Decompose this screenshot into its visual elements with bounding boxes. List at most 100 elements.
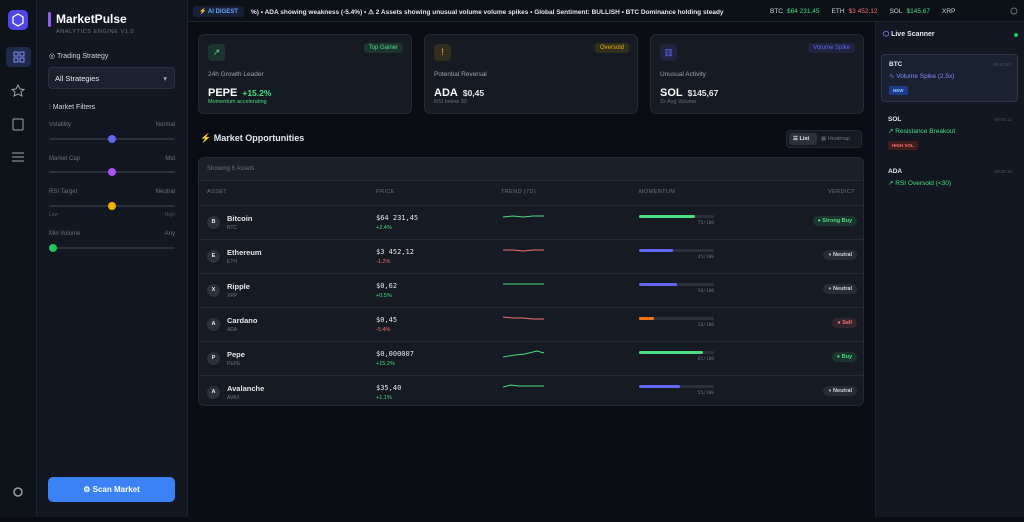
strategy-select[interactable]: All Strategies ▾ bbox=[48, 67, 175, 89]
ticker-prices: BTC $64 231,45 ETH $3 452,12 SOL $145,67 XRP bbox=[770, 8, 955, 15]
asset-name: Avalanche bbox=[227, 384, 265, 393]
asset-symbol: ETH bbox=[227, 259, 237, 265]
strategy-label-text: Trading Strategy bbox=[56, 53, 109, 60]
momentum-bar bbox=[639, 215, 696, 218]
table-top bbox=[199, 158, 863, 181]
asset-change: +0.5% bbox=[376, 293, 392, 299]
view-list[interactable]: ☰ List bbox=[789, 133, 817, 145]
column-header: ASSET bbox=[207, 189, 228, 195]
scanner-time: 09:38:10 bbox=[994, 169, 1012, 174]
view-toggle: ☰ List ▦ Heatmap bbox=[786, 130, 862, 148]
card-note: RSI below 30 bbox=[434, 99, 467, 105]
momentum-label: 85/100 bbox=[697, 357, 714, 362]
view-heatmap[interactable]: ▦ Heatmap bbox=[821, 136, 851, 142]
nav-layers[interactable] bbox=[12, 152, 24, 162]
filter-label: Market Cap bbox=[49, 156, 81, 162]
scanner-signal: ↗ Resistance Breakout bbox=[888, 127, 955, 135]
filter-value: Any bbox=[164, 231, 175, 237]
momentum-label: 50/100 bbox=[697, 289, 714, 294]
ticker-price: $3 452,12 bbox=[848, 8, 878, 15]
rail-icons bbox=[6, 10, 31, 497]
ticker-settings[interactable] bbox=[1009, 6, 1019, 16]
momentum-label: 75/100 bbox=[697, 221, 714, 226]
card-note: 2x Avg Volume bbox=[660, 99, 697, 105]
asset-price: $0,45 bbox=[376, 316, 398, 324]
signal-text: Volume Spike (2.5x) bbox=[896, 73, 955, 80]
signal-icon: ↗ bbox=[888, 128, 896, 135]
asset-symbol: BTC bbox=[227, 225, 237, 231]
asset-row[interactable]: A Avalanche AVAX $35,40 +1.1% 55/100 ● Neutral bbox=[199, 375, 863, 405]
scanner-item[interactable]: SOL 09:41:12 ↗ Resistance Breakout HIGH VOL bbox=[881, 110, 1018, 158]
nav-settings[interactable] bbox=[13, 487, 23, 497]
asset-avatar: B bbox=[207, 216, 220, 229]
scanner-symbol: BTC bbox=[889, 61, 903, 68]
verdict-dot: ● bbox=[828, 388, 834, 394]
asset-price: $0,62 bbox=[376, 282, 398, 290]
momentum-track bbox=[639, 317, 714, 320]
brand-bar bbox=[48, 12, 51, 27]
asset-row[interactable]: E Ethereum ETH $3 452,12 -1.2% 45/100 ● Neutra… bbox=[199, 239, 863, 273]
momentum-bar bbox=[639, 351, 703, 354]
asset-avatar: P bbox=[207, 352, 220, 365]
filter-slider[interactable] bbox=[49, 202, 175, 210]
scan-button[interactable]: ⚙ Scan Market bbox=[48, 477, 175, 502]
insight-card[interactable]: ↗ Top Gainer 24h Growth Leader PEPE +15.2% Mo… bbox=[198, 34, 412, 114]
scanner-title-text: Live Scanner bbox=[891, 31, 935, 38]
asset-avatar: X bbox=[207, 284, 220, 297]
filter-slider[interactable] bbox=[49, 135, 175, 143]
asset-change: +15.2% bbox=[376, 361, 395, 367]
filter-slider[interactable] bbox=[49, 244, 175, 252]
ticker-symbol: BTC bbox=[770, 8, 783, 15]
scan-button-text: Scan Market bbox=[92, 485, 140, 494]
momentum-bar bbox=[639, 249, 673, 252]
filter-slider[interactable] bbox=[49, 168, 175, 176]
asset-row[interactable]: P Pepe PEPE $0,000007 +15.2% 85/100 ● Buy bbox=[199, 341, 863, 375]
column-header: VERDICT bbox=[828, 189, 855, 195]
momentum-label: 55/100 bbox=[697, 391, 714, 396]
insight-card[interactable]: ▥ Volume Spike Unusual Activity SOL $145,67 2… bbox=[650, 34, 864, 114]
trend-line bbox=[503, 215, 544, 218]
momentum-bar bbox=[639, 385, 681, 388]
asset-symbol: PEPE bbox=[227, 361, 241, 367]
asset-change: -1.2% bbox=[376, 259, 391, 265]
verdict-dot: ● bbox=[828, 286, 834, 292]
ticker-bar bbox=[188, 0, 1024, 22]
scanner-badge: HIGH VOL bbox=[888, 141, 918, 150]
ticker-badge-text: AI DIGEST bbox=[207, 9, 238, 15]
asset-name: Bitcoin bbox=[227, 214, 253, 223]
card-symbol: SOL bbox=[660, 87, 683, 99]
verdict-pill: ● Neutral bbox=[823, 250, 857, 260]
nav-watchlist[interactable] bbox=[10, 83, 26, 97]
slider-max: High bbox=[164, 212, 175, 218]
card-icon: ! bbox=[434, 44, 451, 61]
asset-row[interactable]: B Bitcoin BTC $64 231,45 +2.4% 75/100 ● Strong… bbox=[199, 205, 863, 239]
scanner-item[interactable]: ADA 09:38:10 ↗ RSI Oversold (<30) bbox=[881, 162, 1018, 192]
card-main: SOL $145,67 bbox=[660, 83, 718, 101]
strategy-label: ◎ Trading Strategy bbox=[49, 53, 109, 60]
nav-news[interactable] bbox=[12, 118, 24, 131]
filter-label: Volatility bbox=[49, 122, 72, 128]
verdict-text: Neutral bbox=[833, 286, 852, 292]
momentum-track bbox=[639, 351, 714, 354]
asset-name: Cardano bbox=[227, 316, 258, 325]
asset-symbol: AVAX bbox=[227, 395, 240, 401]
ticker-symbol: ETH bbox=[831, 8, 845, 15]
trend-sparkline bbox=[503, 316, 544, 320]
asset-change: +1.1% bbox=[376, 395, 392, 401]
asset-price: $64 231,45 bbox=[376, 214, 419, 222]
card-icon: ▥ bbox=[660, 44, 677, 61]
insight-card[interactable]: ! Oversold Potential Reversal ADA $0,45 RSI b… bbox=[424, 34, 638, 114]
verdict-pill: ● Buy bbox=[831, 352, 857, 362]
nav-dashboard[interactable] bbox=[6, 47, 31, 67]
card-label: Unusual Activity bbox=[660, 71, 706, 78]
asset-symbol: ADA bbox=[227, 327, 238, 333]
verdict-dot: ● bbox=[817, 218, 823, 224]
scanner-title: ⬡ Live Scanner bbox=[883, 31, 935, 38]
asset-row[interactable]: A Cardano ADA $0,45 -5.4% 20/100 ● Sell bbox=[199, 307, 863, 341]
momentum-bar bbox=[639, 283, 677, 286]
asset-row[interactable]: X Ripple XRP $0,62 +0.5% 50/100 ● Neutral bbox=[199, 273, 863, 307]
momentum-track bbox=[639, 385, 714, 388]
scanner-item[interactable]: BTC 09:42:45 ∿ Volume Spike (2.5x) NEW bbox=[881, 54, 1018, 102]
verdict-dot: ● bbox=[828, 252, 834, 258]
